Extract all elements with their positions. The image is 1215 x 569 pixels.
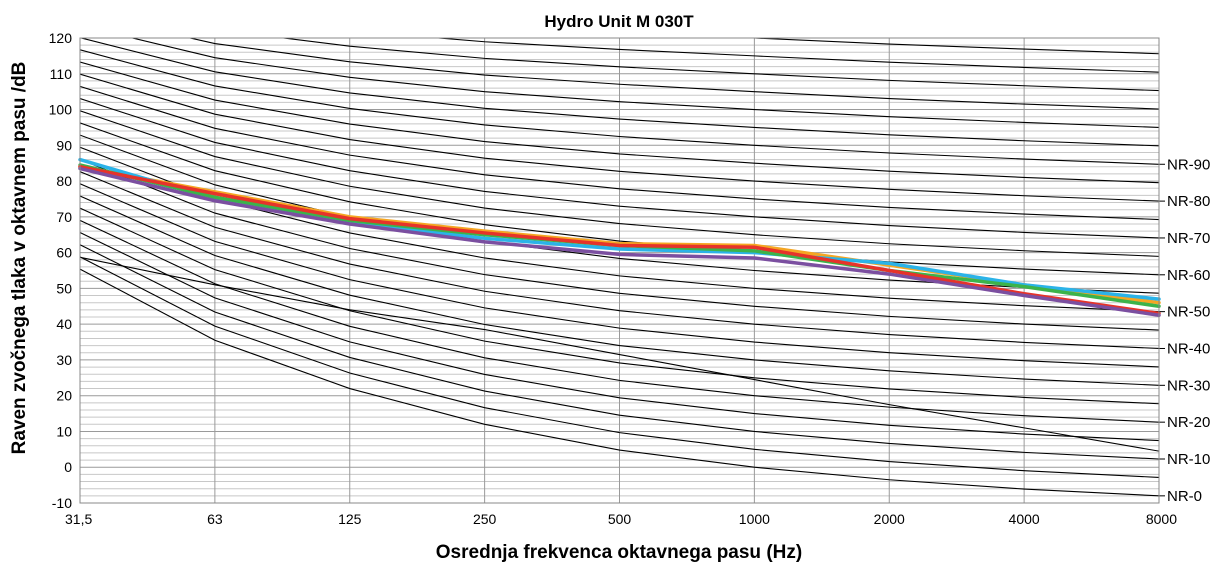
x-tick-label: 4000: [1009, 511, 1040, 527]
y-ticks: -10 0 10 20 30 40 50 60 70 80 90 100 110 120: [49, 30, 73, 511]
nr-curve: [80, 61, 1159, 184]
nr-curve: [80, 171, 1159, 350]
nr-label: NR-70: [1167, 230, 1210, 247]
nr-label: NR-80: [1167, 193, 1210, 210]
x-tick-label: 2000: [874, 511, 905, 527]
nr-curve: [80, 85, 1159, 221]
y-tick-label: 60: [56, 245, 72, 261]
nr-curve: [80, 183, 1159, 368]
y-tick-label: 90: [56, 137, 72, 153]
nr-curve: [80, 232, 1159, 442]
y-tick-label: 110: [50, 66, 73, 82]
chart-title: Hydro Unit M 030T: [544, 12, 694, 31]
x-ticks: 31,5 63 125 250 500 1000 2000 4000 8000: [65, 511, 1177, 527]
series-line: [78, 157, 1161, 301]
plot-frame: [79, 37, 1160, 504]
nr-curve: [80, 146, 1159, 313]
nr-curve: [80, 244, 1159, 460]
nr-label: NR-20: [1167, 414, 1210, 431]
nr-curve: [80, 158, 1159, 331]
y-tick-label: 80: [56, 173, 72, 189]
y-tick-label: 100: [49, 102, 73, 118]
x-tick-label: 500: [608, 511, 632, 527]
nr-curve: [80, 122, 1159, 276]
y-tick-label: 70: [56, 209, 72, 225]
x-tick-label: 8000: [1146, 511, 1177, 527]
x-tick-label: 63: [207, 511, 223, 527]
nr-curve: [742, 38, 1159, 55]
series-line: [78, 166, 1161, 317]
nr-curve: [432, 38, 1159, 73]
nr-label: NR-60: [1167, 267, 1210, 284]
x-tick-label: 31,5: [65, 511, 92, 527]
series-line: [78, 165, 1161, 316]
nr-curves: [80, 38, 1159, 497]
nr-curve: [80, 256, 1159, 478]
y-tick-label: 10: [56, 423, 72, 439]
y-tick-label: 0: [64, 459, 72, 475]
nr-curve: [80, 98, 1159, 239]
nr-label: NR-40: [1167, 340, 1210, 357]
nr-label: NR-10: [1167, 451, 1210, 468]
nr-curve: [279, 38, 1159, 92]
y-tick-label: 30: [56, 352, 72, 368]
data-series: [78, 157, 1161, 317]
nr-curve: [80, 110, 1159, 257]
nr-curve: [80, 195, 1159, 386]
nr-curve: [187, 38, 1159, 110]
y-tick-label: -10: [52, 495, 72, 511]
x-axis-label: Osrednja frekvenca oktavnega pasu (Hz): [436, 542, 802, 563]
nr-curve: [80, 38, 1159, 147]
reference-line: [80, 256, 1159, 452]
nr-curve: [80, 268, 1159, 497]
y-axis-label: Raven zvočnega tlaka v oktavnem pasu /dB: [9, 62, 30, 455]
nr-labels: NR-0 NR-10 NR-20 NR-30 NR-40 NR-50 NR-60 NR-70 N…: [1159, 156, 1210, 505]
y-tick-label: 20: [56, 388, 72, 404]
y-tick-label: 50: [56, 280, 72, 296]
nr-label: NR-90: [1167, 156, 1210, 173]
nr-label: NR-50: [1167, 304, 1210, 321]
nr-label: NR-30: [1167, 377, 1210, 394]
x-tick-label: 250: [473, 511, 497, 527]
nr-curve: [80, 73, 1159, 202]
grid: [79, 37, 1160, 504]
y-tick-label: 40: [56, 316, 72, 332]
x-tick-label: 1000: [739, 511, 770, 527]
nr-label: NR-0: [1167, 488, 1202, 505]
nr-curve: [80, 207, 1159, 405]
nr-curve: [80, 49, 1159, 165]
x-tick-label: 125: [338, 511, 362, 527]
nr-curve: [80, 219, 1159, 423]
y-tick-label: 120: [49, 30, 73, 46]
nr-curve: [130, 38, 1159, 128]
